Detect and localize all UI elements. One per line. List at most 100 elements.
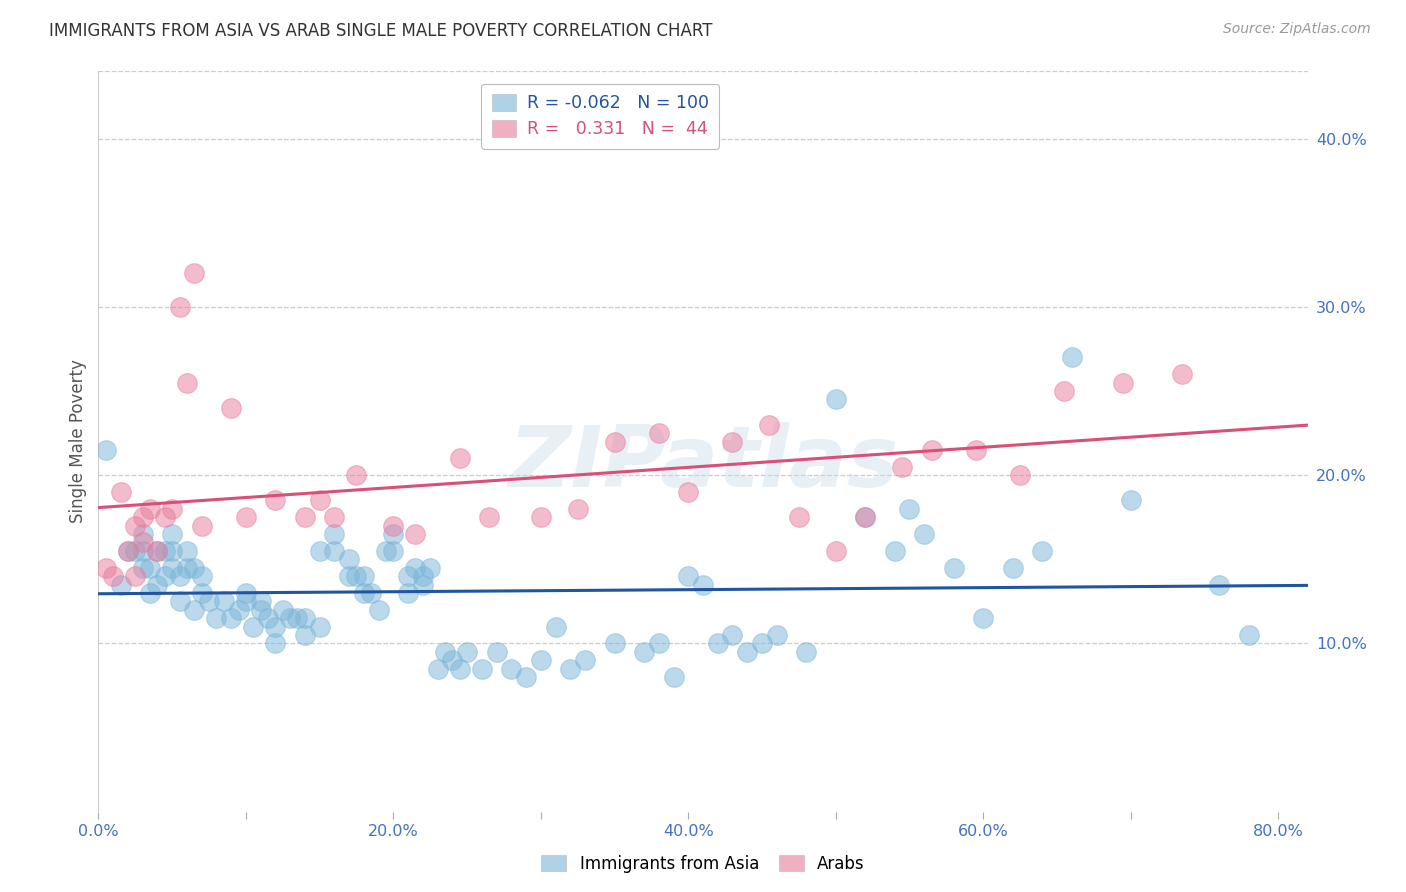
Point <box>153 569 176 583</box>
Point <box>264 493 287 508</box>
Point <box>308 493 330 508</box>
Point <box>898 501 921 516</box>
Point <box>721 434 744 449</box>
Point <box>662 670 685 684</box>
Point <box>574 653 596 667</box>
Point <box>219 401 242 415</box>
Point <box>824 392 846 407</box>
Point <box>1053 384 1076 398</box>
Point <box>751 636 773 650</box>
Point <box>131 560 153 574</box>
Point <box>648 426 671 441</box>
Point <box>278 611 301 625</box>
Point <box>382 527 405 541</box>
Point <box>412 577 434 591</box>
Point <box>146 577 169 591</box>
Point <box>353 569 375 583</box>
Point <box>412 569 434 583</box>
Point <box>456 645 478 659</box>
Point <box>721 628 744 642</box>
Point <box>382 518 405 533</box>
Point <box>176 560 198 574</box>
Point <box>1208 577 1230 591</box>
Point <box>758 417 780 432</box>
Point <box>883 544 905 558</box>
Point <box>824 544 846 558</box>
Point <box>346 468 368 483</box>
Point <box>169 569 191 583</box>
Point <box>735 645 758 659</box>
Point <box>1119 493 1142 508</box>
Point <box>353 586 375 600</box>
Point <box>433 645 456 659</box>
Point <box>853 510 876 524</box>
Point <box>160 544 183 558</box>
Point <box>382 544 405 558</box>
Point <box>117 544 139 558</box>
Point <box>530 653 553 667</box>
Point <box>117 544 139 558</box>
Point <box>603 636 626 650</box>
Point <box>183 560 205 574</box>
Point <box>294 611 316 625</box>
Point <box>396 569 419 583</box>
Point <box>692 577 714 591</box>
Point <box>1001 560 1024 574</box>
Point <box>249 594 271 608</box>
Point <box>603 434 626 449</box>
Point <box>308 619 330 633</box>
Point <box>131 527 153 541</box>
Point <box>404 560 426 574</box>
Point <box>323 544 346 558</box>
Point <box>794 645 817 659</box>
Point <box>205 611 228 625</box>
Point <box>471 662 494 676</box>
Point <box>212 594 235 608</box>
Point <box>1171 368 1194 382</box>
Point <box>249 603 271 617</box>
Text: IMMIGRANTS FROM ASIA VS ARAB SINGLE MALE POVERTY CORRELATION CHART: IMMIGRANTS FROM ASIA VS ARAB SINGLE MALE… <box>49 22 713 40</box>
Point <box>942 560 965 574</box>
Point <box>176 544 198 558</box>
Point <box>323 510 346 524</box>
Point <box>478 510 501 524</box>
Point <box>139 501 162 516</box>
Legend: Immigrants from Asia, Arabs: Immigrants from Asia, Arabs <box>534 848 872 880</box>
Point <box>706 636 728 650</box>
Point <box>264 636 287 650</box>
Point <box>678 485 700 500</box>
Point <box>891 459 914 474</box>
Point <box>110 485 132 500</box>
Point <box>160 501 183 516</box>
Point <box>515 670 537 684</box>
Point <box>139 586 162 600</box>
Legend: R = -0.062   N = 100, R =   0.331   N =  44: R = -0.062 N = 100, R = 0.331 N = 44 <box>481 84 718 149</box>
Point <box>360 586 382 600</box>
Point <box>426 662 449 676</box>
Point <box>228 603 250 617</box>
Point <box>146 544 169 558</box>
Point <box>271 603 294 617</box>
Point <box>921 442 943 457</box>
Point <box>294 510 316 524</box>
Text: ZIPatlas: ZIPatlas <box>508 422 898 505</box>
Point <box>242 619 264 633</box>
Point <box>375 544 398 558</box>
Point <box>153 544 176 558</box>
Point <box>912 527 935 541</box>
Point <box>294 628 316 642</box>
Point <box>1060 351 1083 365</box>
Point <box>160 527 183 541</box>
Point <box>124 544 146 558</box>
Point <box>198 594 221 608</box>
Point <box>419 560 441 574</box>
Point <box>367 603 389 617</box>
Point <box>323 527 346 541</box>
Point <box>94 560 117 574</box>
Point <box>560 662 582 676</box>
Point <box>1237 628 1260 642</box>
Point <box>1008 468 1031 483</box>
Point <box>337 569 360 583</box>
Point <box>501 662 523 676</box>
Point <box>176 376 198 390</box>
